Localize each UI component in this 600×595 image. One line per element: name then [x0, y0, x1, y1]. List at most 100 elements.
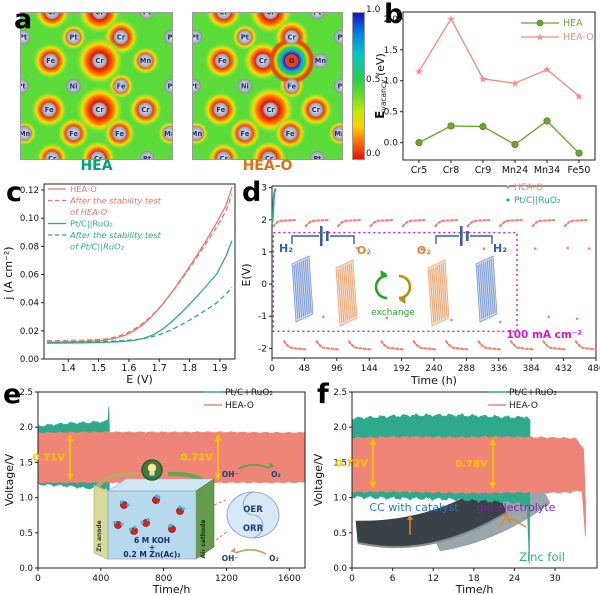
svg-text:0: 0 — [269, 364, 275, 374]
svg-text:3: 3 — [261, 184, 267, 194]
svg-text:Fe: Fe — [115, 130, 124, 138]
svg-text:Mn: Mn — [334, 130, 343, 138]
svg-text:Fe50: Fe50 — [568, 165, 591, 176]
svg-text:Mn: Mn — [164, 130, 173, 138]
svg-text:288: 288 — [458, 364, 475, 374]
svg-text:2: 2 — [261, 216, 267, 226]
series-HEA — [415, 117, 583, 157]
svg-text:0.0: 0.0 — [19, 564, 33, 574]
svg-text:Mn: Mn — [192, 130, 202, 138]
svg-text:1.5: 1.5 — [91, 363, 106, 374]
svg-text:0.5: 0.5 — [384, 108, 398, 118]
svg-text:1.0: 1.0 — [19, 494, 33, 504]
axes-b: 0.0 0.5 1.0 1.5 2.0 Cr5 Cr8 Cr9 Mn24 Mn34 Fe50 Evac… — [373, 11, 596, 176]
svg-text:24: 24 — [509, 574, 521, 584]
svg-text:1.0: 1.0 — [384, 77, 399, 87]
svg-text:384: 384 — [523, 364, 540, 374]
svg-text:Cr: Cr — [96, 57, 105, 65]
svg-text:Mn34: Mn34 — [534, 165, 560, 176]
svg-text:★: ★ — [542, 64, 551, 76]
svg-text:192: 192 — [393, 364, 410, 374]
svg-text:Time/h: Time/h — [455, 583, 494, 595]
svg-text:H₂: H₂ — [279, 242, 293, 255]
svg-text:-1: -1 — [258, 312, 267, 322]
svg-text:Cr: Cr — [266, 12, 275, 16]
svg-text:0.72V: 0.72V — [336, 458, 369, 469]
panel-c-letter: c — [6, 177, 23, 208]
svg-text:★: ★ — [414, 66, 423, 78]
axes-c: 0.00 0.02 0.04 0.06 0.08 0.10 0.12 1.4 1.5 1.6 1.7… — [2, 183, 236, 386]
svg-text:H₂: H₂ — [493, 242, 507, 255]
axes-e: 0.0 0.5 1.0 1.5 2.0 2.5 0 400 800 1200 1600 Time/h V… — [3, 388, 306, 595]
svg-text:of Pt/C||RuO₂: of Pt/C||RuO₂ — [70, 242, 125, 252]
svg-text:O₂: O₂ — [269, 554, 279, 563]
hea-charge-density-map: Cr Cr Pt Pt Pt Cr Pt Fe Cr Mn Pt Ni Fe Pt Fe Cr Cr Mn Fe Fe… — [20, 12, 173, 160]
svg-text:18: 18 — [468, 574, 480, 584]
svg-text:Pt/C||RuO₂: Pt/C||RuO₂ — [514, 196, 561, 206]
svg-text:1.7: 1.7 — [152, 363, 167, 374]
axes-d: -2 -1 0 1 2 3 0 48 96 144 192 240 288 336 384 432 480 Tim… — [240, 184, 600, 387]
zn-air-cell-inset: Zn anode Air cathode 6 M KOH+0.2 M Zn(Ac)₂… — [93, 459, 281, 563]
svg-text:Pt: Pt — [313, 12, 321, 16]
svg-text:Zn anode: Zn anode — [96, 520, 103, 552]
svg-text:E(V): E(V) — [240, 263, 253, 286]
svg-text:0: 0 — [261, 280, 267, 290]
svg-text:exchange: exchange — [371, 308, 415, 318]
svg-text:12: 12 — [427, 574, 438, 584]
svg-text:Voltage/V: Voltage/V — [3, 453, 16, 506]
colorbar — [352, 12, 365, 160]
svg-text:Pt/C||RuO₂: Pt/C||RuO₂ — [70, 219, 113, 229]
svg-text:0.08: 0.08 — [20, 242, 39, 252]
svg-text:1600: 1600 — [278, 574, 301, 584]
exchange-inset: H₂ O₂ exchange O₂ H₂ 100 mA cm⁻² — [272, 226, 582, 341]
svg-text:HEA-O: HEA-O — [514, 183, 543, 193]
hea-caption: HEA — [80, 158, 113, 174]
svg-text:0.71V: 0.71V — [33, 452, 66, 463]
vacancy-energy-chart: 0.0 0.5 1.0 1.5 2.0 Cr5 Cr8 Cr9 Mn24 Mn34 Fe50 Evac… — [373, 11, 596, 176]
svg-text:0.04: 0.04 — [20, 299, 39, 309]
svg-text:Pt: Pt — [241, 34, 249, 42]
svg-text:Time/h: Time/h — [152, 583, 191, 595]
svg-text:Cr: Cr — [141, 106, 150, 114]
colorbar-tick-max: 1.0 — [366, 5, 381, 15]
svg-text:1.6: 1.6 — [121, 363, 136, 374]
legend-b: HEA ★ HEA-O — [521, 18, 594, 44]
svg-text:O₂: O₂ — [357, 244, 371, 257]
svg-text:0: 0 — [35, 574, 41, 584]
svg-text:HEA-O: HEA-O — [563, 32, 594, 43]
colorbar-tick-mid: 0.5 — [366, 75, 381, 85]
svg-text:Cr: Cr — [265, 155, 274, 160]
legend-f: Pt/C+RuO₂ HEA-O — [488, 388, 557, 411]
svg-text:400: 400 — [92, 574, 109, 584]
svg-text:1.0: 1.0 — [333, 494, 347, 504]
svg-text:Fe: Fe — [117, 82, 126, 90]
svg-text:1: 1 — [261, 248, 267, 258]
svg-text:Cr: Cr — [220, 12, 229, 16]
heao-charge-density-map: Cr Cr Pt Pt Pt Cr Pt Fe Cr O Mn Pt Ni Fe Pt Fe Cr Cr Mn Fe F… — [192, 12, 343, 160]
panel-a-letter: a — [14, 4, 33, 35]
svg-text:Pt: Pt — [70, 34, 78, 42]
svg-text:Pt: Pt — [143, 12, 151, 16]
svg-text:After the stability test: After the stability test — [69, 230, 162, 240]
band-HEA-O — [351, 435, 586, 537]
svg-text:OER: OER — [243, 505, 263, 515]
heao-caption: HEA-O — [242, 158, 293, 174]
svg-text:O₂: O₂ — [271, 470, 281, 479]
svg-text:Pt/C+RuO₂: Pt/C+RuO₂ — [509, 388, 557, 398]
zn-air-battery-chart: Zn anode Air cathode 6 M KOH+0.2 M Zn(Ac)₂… — [3, 388, 306, 595]
svg-text:Cr: Cr — [266, 106, 275, 114]
svg-text:0.2 M Zn(Ac)₂: 0.2 M Zn(Ac)₂ — [123, 550, 180, 559]
svg-text:1200: 1200 — [215, 574, 238, 584]
svg-text:Cr: Cr — [288, 34, 297, 42]
svg-text:Fe: Fe — [218, 57, 227, 65]
svg-text:100 mA cm⁻²: 100 mA cm⁻² — [506, 329, 582, 341]
svg-text:144: 144 — [361, 364, 378, 374]
svg-text:Cr: Cr — [94, 155, 103, 160]
svg-text:HEA: HEA — [563, 18, 583, 29]
svg-text:6: 6 — [390, 574, 396, 584]
svg-text:2.0: 2.0 — [333, 423, 347, 433]
svg-text:★: ★ — [446, 13, 455, 25]
svg-text:Fe: Fe — [287, 82, 296, 90]
svg-text:96: 96 — [331, 364, 343, 374]
